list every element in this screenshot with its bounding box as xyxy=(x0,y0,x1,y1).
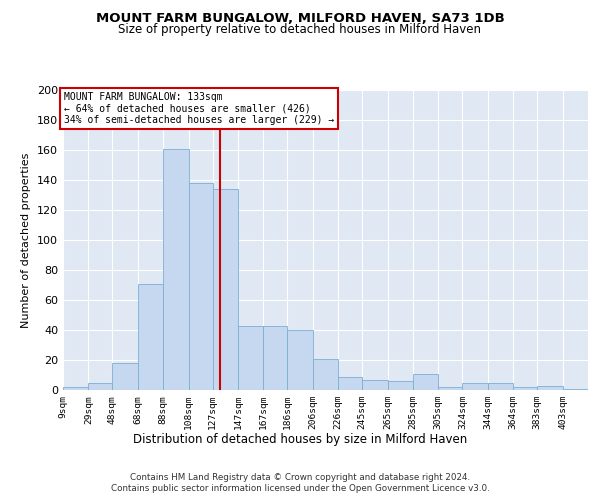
Bar xyxy=(413,374,439,390)
Bar xyxy=(463,382,488,390)
Text: Size of property relative to detached houses in Milford Haven: Size of property relative to detached ho… xyxy=(119,22,482,36)
Bar xyxy=(212,189,238,390)
Text: Contains HM Land Registry data © Crown copyright and database right 2024.: Contains HM Land Registry data © Crown c… xyxy=(130,472,470,482)
Text: MOUNT FARM BUNGALOW: 133sqm
← 64% of detached houses are smaller (426)
34% of se: MOUNT FARM BUNGALOW: 133sqm ← 64% of det… xyxy=(64,92,335,124)
Bar xyxy=(163,148,188,390)
Y-axis label: Number of detached properties: Number of detached properties xyxy=(22,152,31,328)
Bar xyxy=(537,386,563,390)
Bar xyxy=(263,326,287,390)
Text: Distribution of detached houses by size in Milford Haven: Distribution of detached houses by size … xyxy=(133,432,467,446)
Bar xyxy=(112,363,138,390)
Bar xyxy=(287,330,313,390)
Bar xyxy=(362,380,388,390)
Text: Contains public sector information licensed under the Open Government Licence v3: Contains public sector information licen… xyxy=(110,484,490,493)
Bar xyxy=(439,387,463,390)
Bar xyxy=(488,382,513,390)
Bar xyxy=(63,387,88,390)
Bar xyxy=(88,382,112,390)
Bar xyxy=(388,381,413,390)
Bar xyxy=(563,388,588,390)
Bar xyxy=(238,326,263,390)
Bar xyxy=(138,284,163,390)
Bar xyxy=(188,183,212,390)
Bar xyxy=(313,358,338,390)
Text: MOUNT FARM BUNGALOW, MILFORD HAVEN, SA73 1DB: MOUNT FARM BUNGALOW, MILFORD HAVEN, SA73… xyxy=(95,12,505,26)
Bar xyxy=(338,376,362,390)
Bar xyxy=(513,387,537,390)
